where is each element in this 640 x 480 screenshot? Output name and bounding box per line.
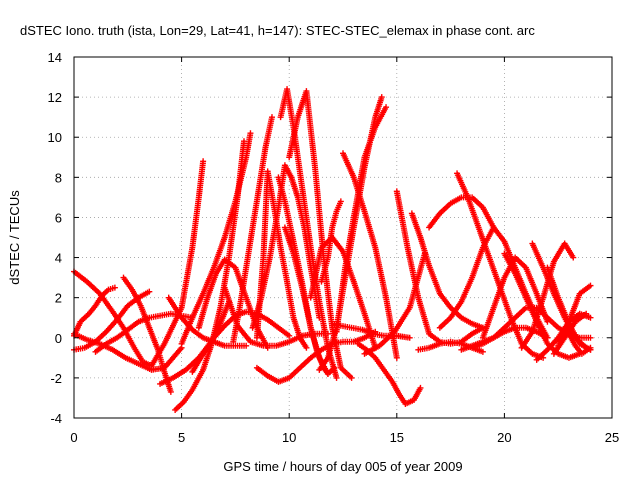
x-tick-label: 25: [605, 430, 619, 445]
data-series: [71, 158, 207, 369]
data-point: [268, 114, 275, 121]
y-axis-label: dSTEC / TECUs: [7, 190, 22, 285]
x-tick-label: 0: [70, 430, 77, 445]
data-series: [221, 284, 331, 349]
y-tick-label: 6: [55, 210, 62, 225]
data-point: [167, 388, 174, 395]
x-tick-label: 10: [282, 430, 296, 445]
marks: [71, 86, 594, 413]
y-tick-label: -4: [50, 411, 62, 426]
x-tick-label: 15: [390, 430, 404, 445]
data-series: [253, 328, 379, 385]
data-series: [281, 224, 338, 377]
data-series: [277, 86, 340, 381]
y-tick-label: 10: [48, 130, 62, 145]
y-tick-label: 0: [55, 331, 62, 346]
data-point: [111, 284, 118, 291]
data-point: [333, 374, 340, 381]
data-point: [331, 364, 338, 371]
x-axis-label: GPS time / hours of day 005 of year 2009: [223, 459, 462, 474]
data-point: [247, 130, 254, 137]
data-series: [120, 274, 174, 395]
y-tick-label: -2: [50, 371, 62, 386]
y-tick-label: 2: [55, 291, 62, 306]
x-tick-label: 20: [497, 430, 511, 445]
data-series: [230, 114, 275, 345]
y-tick-label: 4: [55, 251, 62, 266]
data-point: [200, 158, 207, 165]
y-tick-label: 14: [48, 50, 62, 65]
data-point: [348, 374, 355, 381]
data-point: [146, 288, 153, 295]
data-point: [286, 332, 293, 339]
chart-title: dSTEC Iono. truth (ista, Lon=29, Lat=41,…: [20, 23, 535, 38]
data-point: [243, 342, 250, 349]
x-tick-label: 5: [178, 430, 185, 445]
data-point: [241, 138, 248, 145]
data-point: [303, 344, 310, 351]
data-series: [189, 308, 293, 375]
y-tick-label: 12: [48, 90, 62, 105]
y-tick-label: 8: [55, 170, 62, 185]
